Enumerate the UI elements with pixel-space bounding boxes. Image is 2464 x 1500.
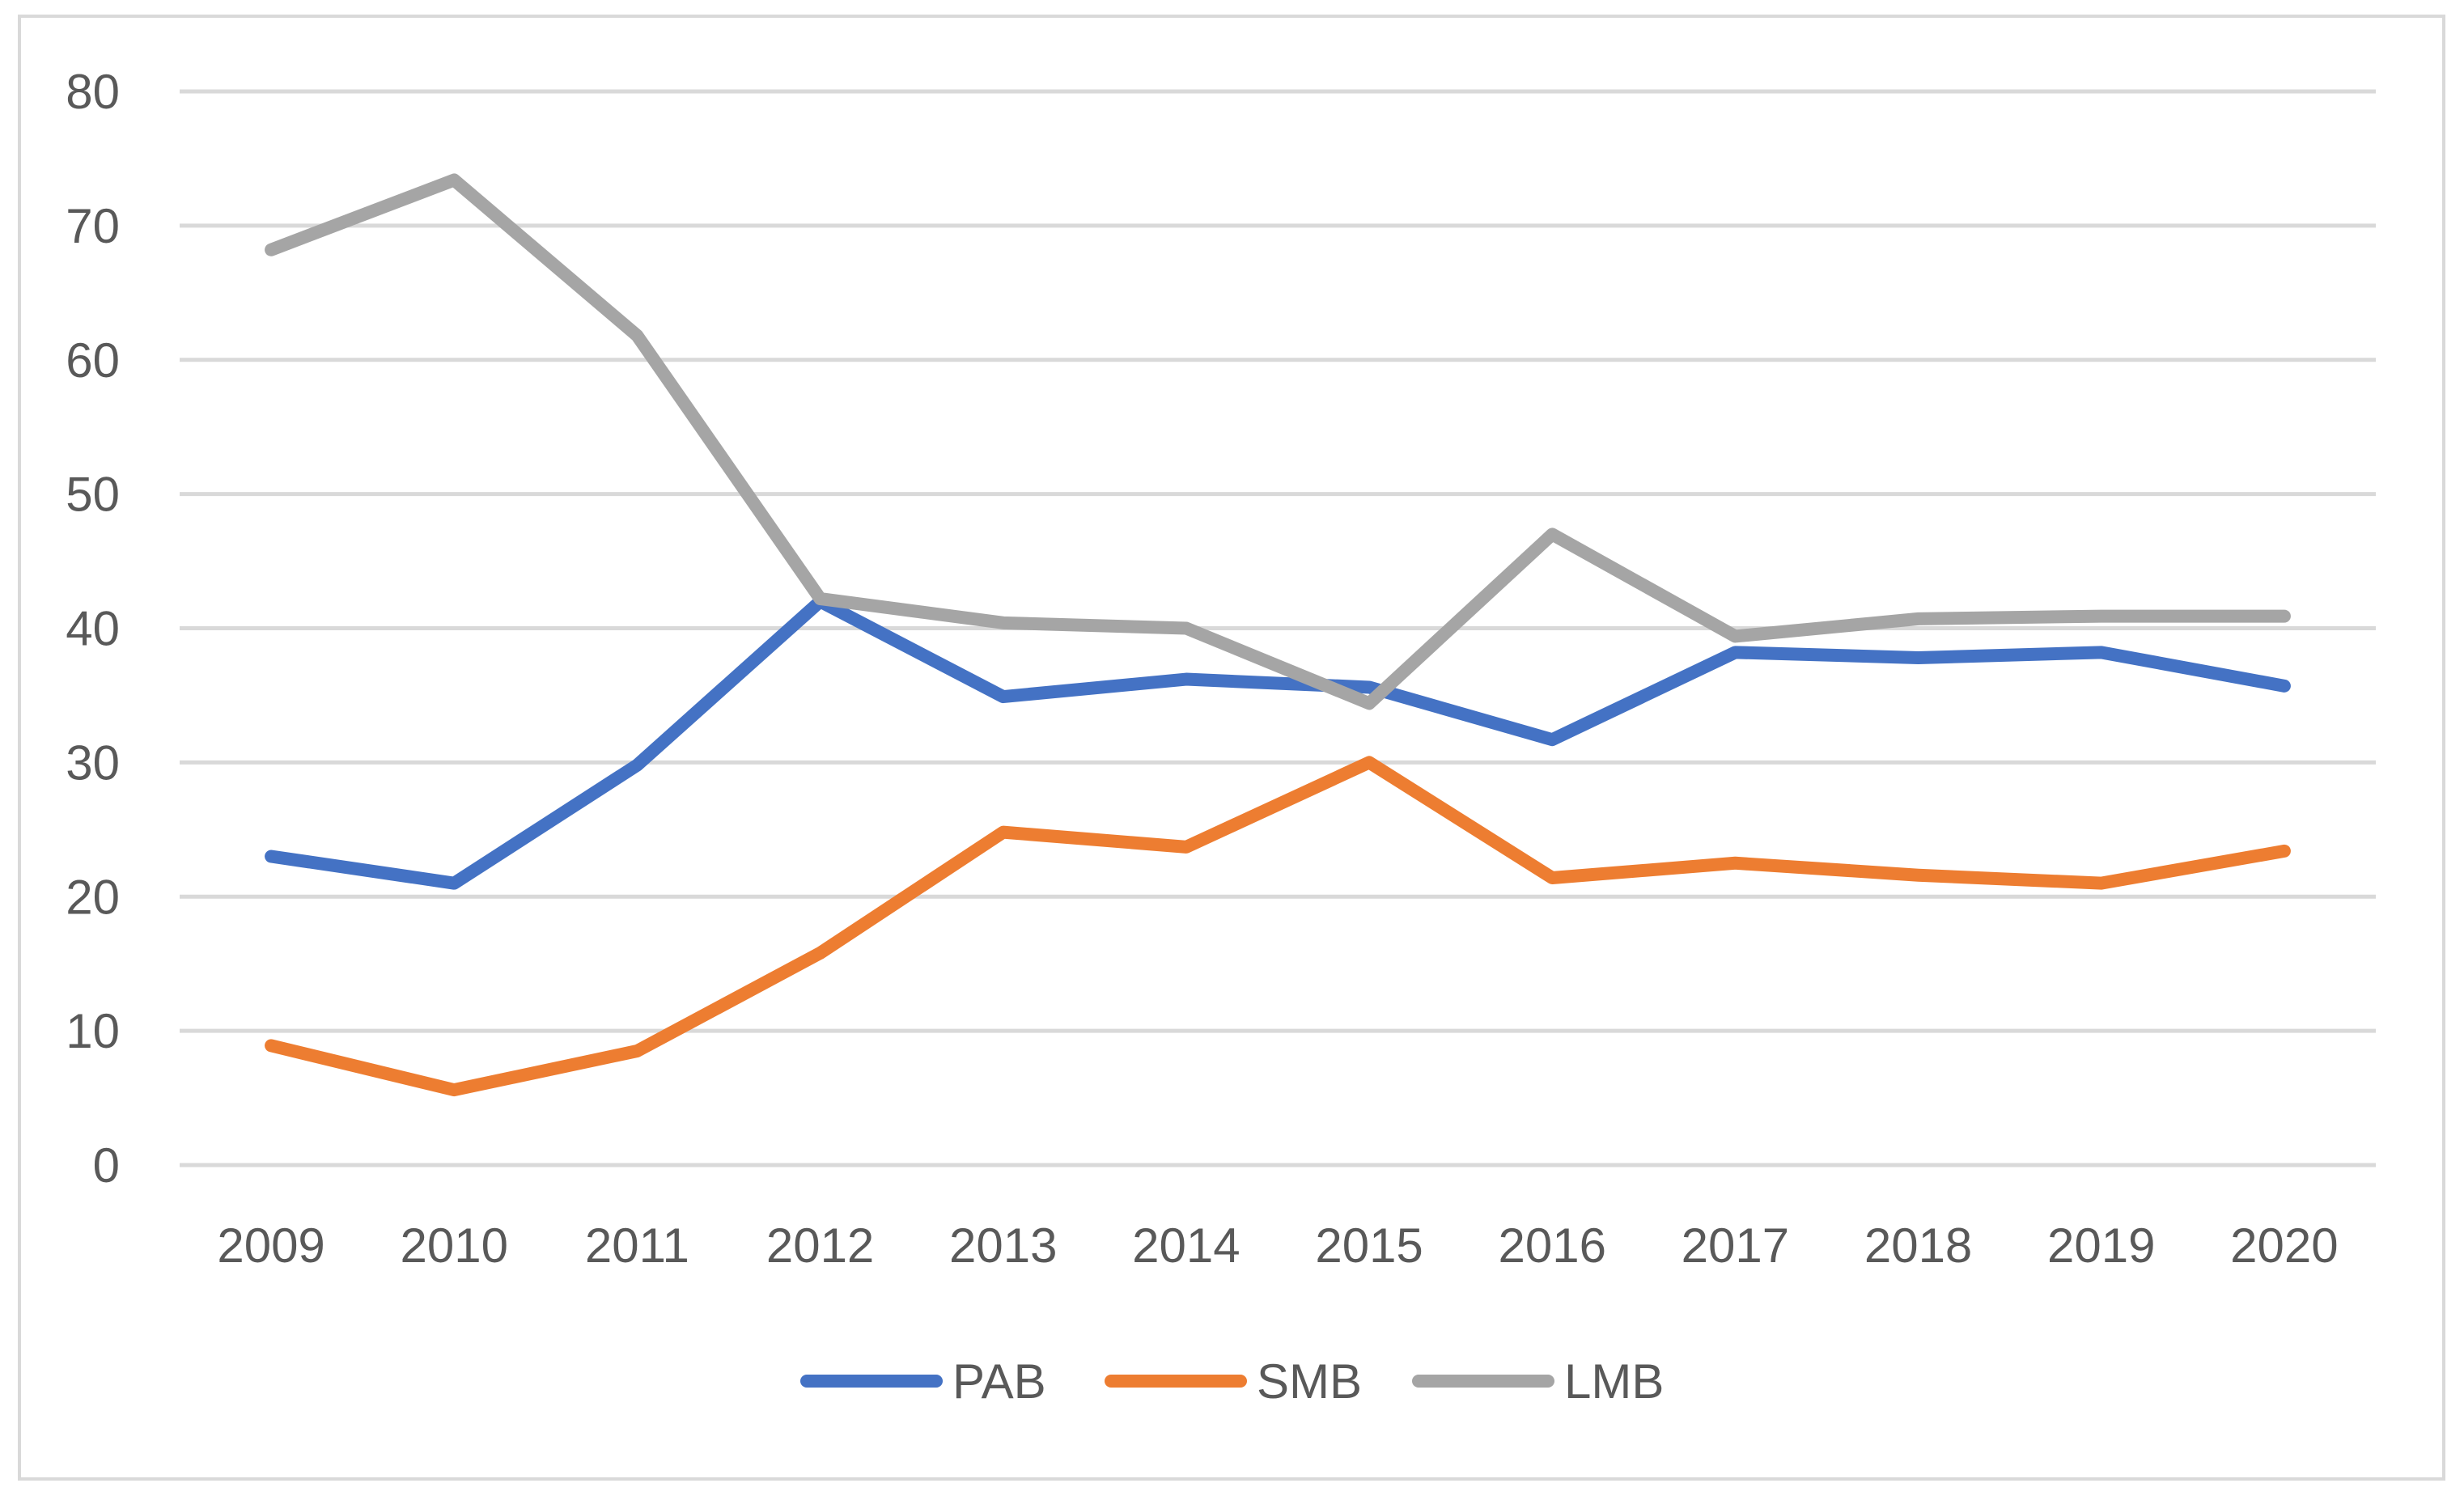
legend-label: LMB [1564, 1354, 1664, 1409]
series-lmb [265, 173, 2291, 710]
chart-frame [18, 15, 2445, 1481]
x-tick-label: 2015 [1315, 1218, 1423, 1273]
legend-item-pab: PAB [800, 1354, 1046, 1409]
series-pab [265, 595, 2291, 890]
series-smb [265, 756, 2291, 1097]
y-axis-ticks: 0 10 20 30 40 50 60 70 80 [66, 65, 120, 1193]
y-tick-label: 20 [66, 870, 120, 924]
y-tick-label: 80 [66, 65, 120, 119]
legend-item-smb: SMB [1105, 1354, 1362, 1409]
x-tick-label: 2013 [949, 1218, 1057, 1273]
x-tick-label: 2011 [585, 1218, 689, 1273]
x-tick-label: 2010 [401, 1218, 508, 1273]
x-tick-label: 2018 [1864, 1218, 1972, 1273]
y-tick-label: 0 [93, 1138, 120, 1193]
y-tick-label: 50 [66, 468, 120, 522]
legend-label: SMB [1257, 1354, 1362, 1409]
y-tick-label: 70 [66, 199, 120, 253]
x-tick-label: 2009 [217, 1218, 324, 1273]
y-tick-label: 30 [66, 735, 120, 790]
series-lines [265, 173, 2291, 1097]
x-tick-label: 2019 [2047, 1218, 2155, 1273]
legend-label: PAB [952, 1354, 1046, 1409]
series-line-smb [265, 756, 2291, 1097]
x-tick-label: 2017 [1682, 1218, 1789, 1273]
y-tick-label: 10 [66, 1004, 120, 1058]
series-line-lmb [265, 173, 2291, 710]
x-tick-label: 2014 [1132, 1218, 1240, 1273]
series-line-pab [265, 595, 2291, 890]
x-tick-label: 2016 [1499, 1218, 1606, 1273]
legend: PAB SMB LMB [800, 1354, 1664, 1409]
gridlines [180, 89, 2376, 1167]
x-tick-label: 2012 [766, 1218, 874, 1273]
y-tick-label: 40 [66, 602, 120, 656]
x-tick-label: 2020 [2230, 1218, 2338, 1273]
legend-item-lmb: LMB [1412, 1354, 1664, 1409]
x-axis-ticks: 2009 2010 2011 2012 2013 2014 2015 2016 2017 2018… [217, 1218, 2338, 1273]
y-tick-label: 60 [66, 333, 120, 388]
